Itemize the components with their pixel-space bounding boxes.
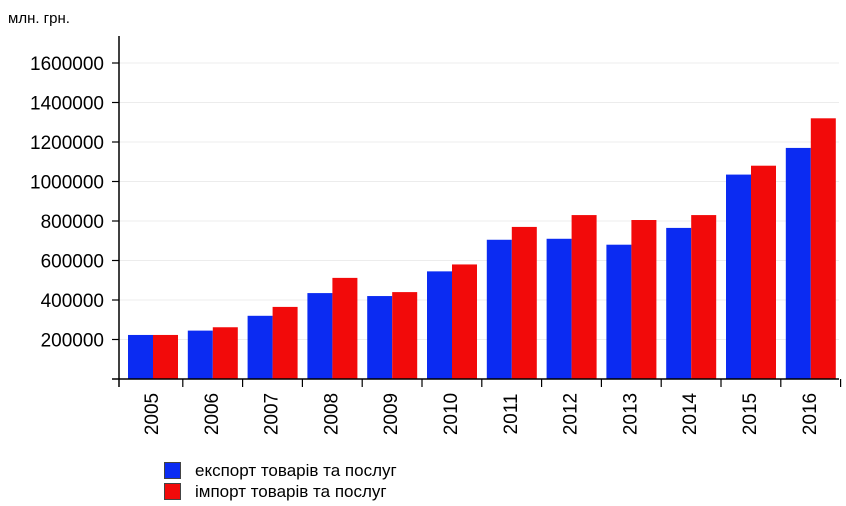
x-tick-label: 2012 (561, 393, 582, 435)
gridlines (119, 62, 839, 340)
bar-import-2011 (511, 226, 537, 379)
x-tick-label: 2005 (142, 393, 163, 435)
legend-item-import: імпорт товарів та послуг (164, 481, 397, 502)
bar-chart: 1600000 1400000 1200000 1000000 800000 600000… (30, 36, 842, 435)
bar-export-2010 (427, 271, 452, 379)
bar-export-2009 (367, 296, 393, 379)
bar-export-2014 (666, 227, 692, 379)
bar-import-2012 (571, 215, 597, 379)
bar-export-2008 (307, 293, 333, 379)
y-tick-label: 400000 (41, 291, 104, 312)
y-axis-ticks: 1600000 1400000 1200000 1000000 800000 600000… (30, 54, 119, 352)
x-tick-label: 2016 (800, 393, 821, 435)
y-tick-label: 600000 (41, 252, 104, 273)
x-tick-label: 2011 (501, 394, 522, 435)
bar-import-2013 (631, 220, 657, 379)
y-tick-label: 200000 (41, 331, 104, 352)
bar-import-2015 (751, 165, 776, 379)
y-tick-label: 1200000 (30, 133, 104, 154)
x-tick-label: 2014 (680, 392, 701, 435)
legend-swatch-import (164, 483, 181, 500)
bar-import-2008 (332, 277, 358, 379)
bar-export-2007 (247, 315, 273, 379)
bar-import-2006 (212, 327, 238, 379)
bar-import-2010 (452, 264, 477, 379)
bar-import-2016 (810, 118, 836, 380)
x-tick-label: 2008 (321, 393, 342, 435)
y-tick-label: 1400000 (30, 94, 104, 115)
x-tick-label: 2007 (262, 393, 283, 435)
x-tick-label: 2013 (620, 393, 641, 435)
bar-export-2016 (785, 147, 811, 379)
y-tick-label: 1000000 (30, 173, 104, 194)
legend-label-export: експорт товарів та послуг (195, 460, 397, 480)
legend-swatch-export (164, 462, 181, 479)
bar-export-2012 (546, 238, 572, 379)
bar-import-2005 (153, 334, 178, 379)
x-tick-label: 2009 (381, 393, 402, 435)
legend-item-export: експорт товарів та послуг (164, 460, 397, 481)
bar-import-2007 (272, 306, 298, 379)
bar-export-2006 (187, 330, 213, 379)
legend-label-import: імпорт товарів та послуг (195, 481, 387, 501)
x-axis-ticks: 2005 2006 2007 2008 2009 2010 2011 2012 2013 2014… (142, 379, 842, 435)
x-tick-label: 2015 (740, 393, 761, 435)
bar-export-2013 (606, 244, 632, 379)
y-tick-label: 800000 (41, 212, 104, 233)
bar-export-2011 (486, 239, 512, 379)
bar-export-2015 (726, 174, 751, 379)
bar-import-2014 (691, 215, 717, 379)
x-tick-label: 2006 (202, 393, 223, 435)
y-tick-label: 1600000 (30, 54, 104, 75)
x-tick-label: 2010 (441, 393, 462, 435)
bars (128, 118, 836, 380)
y-axis-unit-label: млн. грн. (8, 10, 70, 27)
legend: експорт товарів та послуг імпорт товарів… (164, 460, 397, 502)
bar-export-2005 (128, 334, 153, 379)
bar-import-2009 (392, 292, 418, 379)
